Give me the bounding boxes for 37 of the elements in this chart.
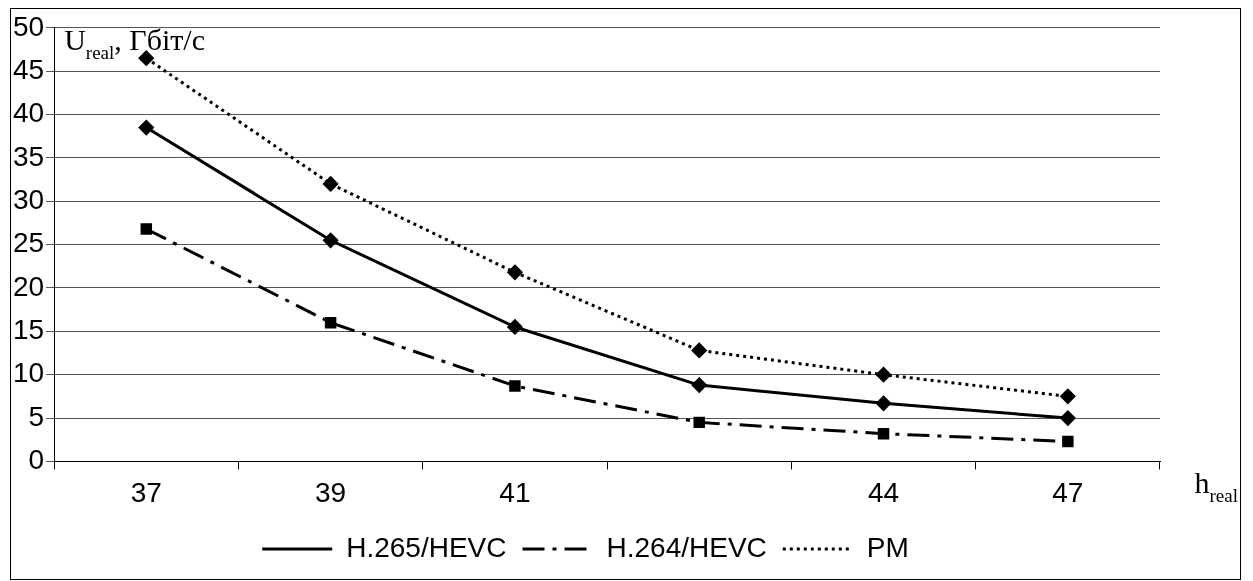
point (138, 50, 154, 66)
point (323, 176, 339, 192)
y-tick-label: 25 (12, 227, 45, 259)
y-tick-label: 10 (12, 357, 45, 389)
point (507, 319, 523, 335)
x-tick-label: 41 (499, 476, 531, 508)
y-tick-label: 50 (12, 10, 45, 42)
point (138, 120, 154, 136)
point (324, 316, 337, 329)
point (876, 395, 892, 411)
y-tick-label: 20 (12, 270, 45, 302)
point (323, 232, 339, 248)
x-tick-label: 37 (130, 476, 162, 508)
point (140, 223, 153, 235)
point (876, 367, 892, 383)
point (691, 342, 707, 358)
point (1060, 410, 1076, 426)
point (691, 377, 707, 393)
y-tick-label: 40 (12, 97, 45, 129)
point (1062, 435, 1074, 448)
legend-label: H.265/HEVC (346, 531, 507, 563)
x-tick-label: 47 (1052, 476, 1084, 508)
legend-label: H.264/HEVC (606, 531, 767, 563)
point (877, 427, 890, 440)
y-tick-label: 45 (12, 53, 45, 85)
y-tick-label: 30 (12, 183, 45, 215)
y-tick-label: 35 (12, 140, 45, 172)
point (507, 264, 523, 280)
legend-label: PM (866, 531, 909, 563)
point (1060, 388, 1076, 404)
y-tick-label: 15 (12, 314, 45, 346)
x-tick-label: 44 (867, 476, 900, 508)
point (509, 380, 521, 392)
point (693, 416, 705, 429)
y-tick-label: 0 (28, 444, 45, 476)
x-tick-label: 39 (315, 476, 347, 508)
y-tick-label: 5 (28, 400, 45, 432)
